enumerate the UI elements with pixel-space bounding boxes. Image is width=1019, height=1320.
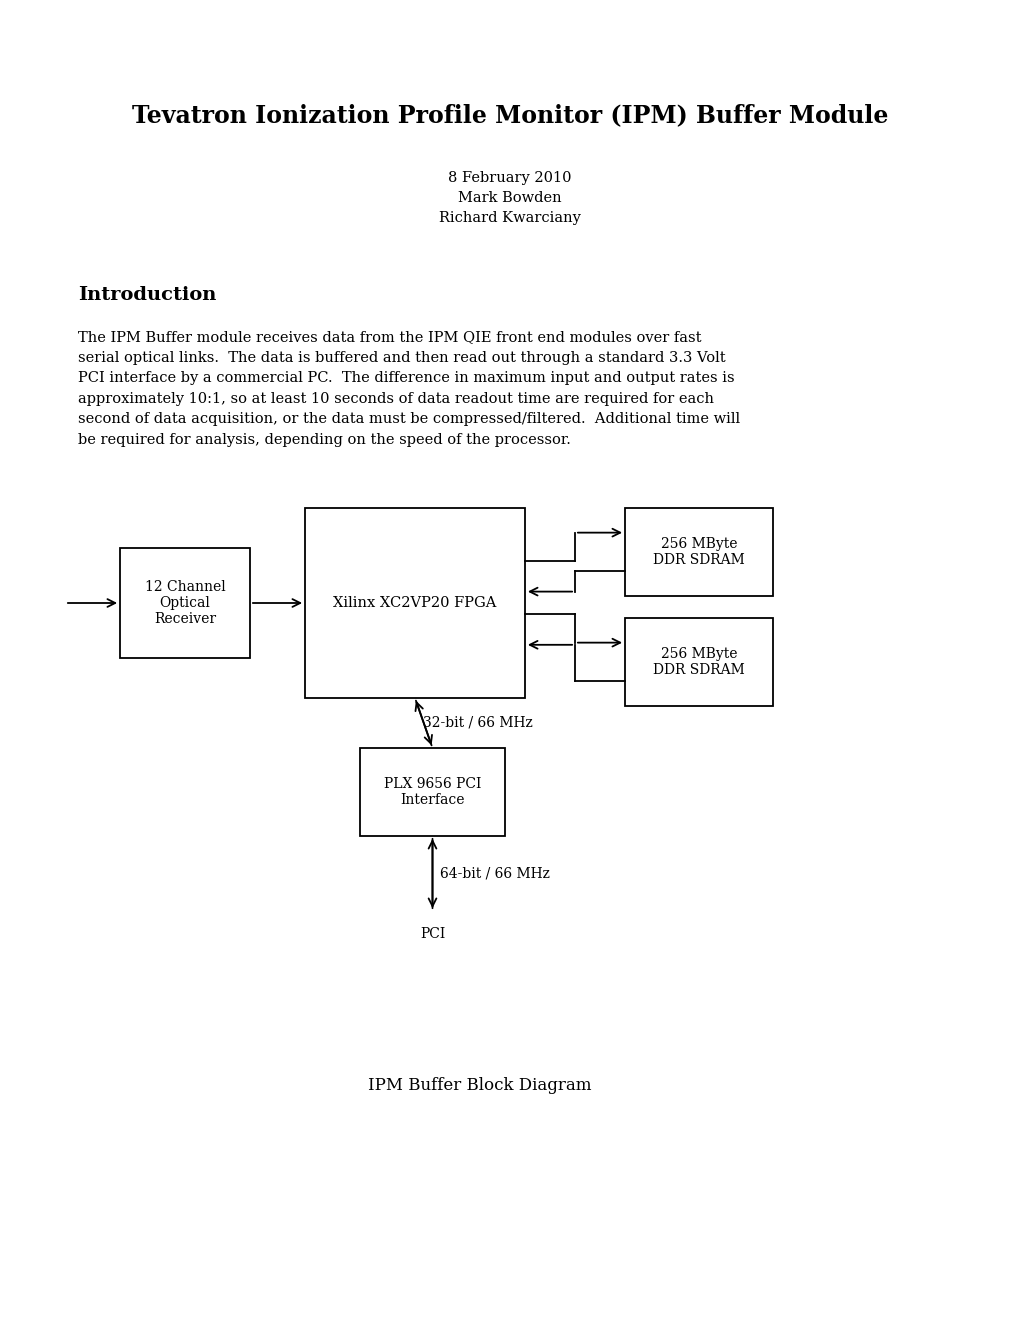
Bar [360, 748, 504, 836]
Text: IPM Buffer Block Diagram: IPM Buffer Block Diagram [368, 1077, 591, 1093]
Text: Richard Kwarciany: Richard Kwarciany [438, 211, 581, 224]
Bar [305, 508, 525, 698]
Text: 256 MByte
DDR SDRAM: 256 MByte DDR SDRAM [652, 647, 744, 677]
Text: Xilinx XC2VP20 FPGA: Xilinx XC2VP20 FPGA [333, 597, 496, 610]
Text: Introduction: Introduction [77, 286, 216, 304]
Text: 12 Channel
Optical
Receiver: 12 Channel Optical Receiver [145, 579, 225, 626]
Text: PLX 9656 PCI
Interface: PLX 9656 PCI Interface [383, 777, 481, 807]
Bar [625, 618, 772, 706]
Bar [120, 548, 250, 657]
Text: 8 February 2010: 8 February 2010 [447, 172, 572, 185]
Text: Tevatron Ionization Profile Monitor (IPM) Buffer Module: Tevatron Ionization Profile Monitor (IPM… [131, 103, 888, 127]
Text: Mark Bowden: Mark Bowden [458, 191, 561, 205]
Text: 256 MByte
DDR SDRAM: 256 MByte DDR SDRAM [652, 537, 744, 568]
Text: 32-bit / 66 MHz: 32-bit / 66 MHz [423, 715, 532, 730]
Bar [625, 508, 772, 597]
Text: The IPM Buffer module receives data from the IPM QIE front end modules over fast: The IPM Buffer module receives data from… [77, 330, 740, 447]
Text: PCI: PCI [420, 927, 444, 941]
Text: 64-bit / 66 MHz: 64-bit / 66 MHz [440, 866, 550, 880]
